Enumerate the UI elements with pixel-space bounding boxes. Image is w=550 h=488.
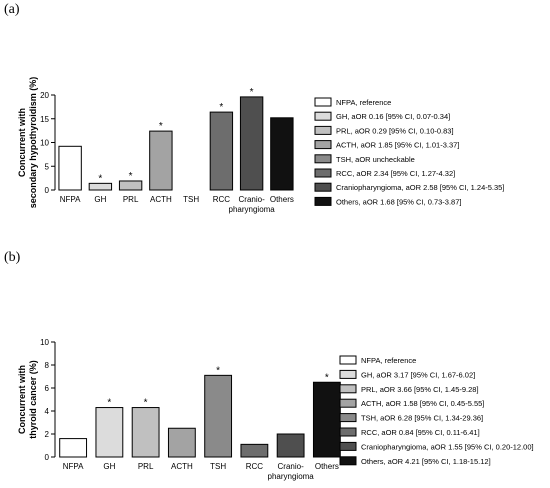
y-tick-label: 0 [45, 453, 50, 462]
category-label: GH [103, 462, 115, 471]
bar-1 [88, 182, 113, 191]
significance-star: * [216, 365, 220, 376]
significance-star: * [325, 372, 329, 383]
category-label: ACTH [150, 195, 172, 204]
bar-2 [118, 180, 143, 191]
y-axis-label: secondary hypothyroidism (%) [28, 77, 38, 209]
legend-entry: PRL, aOR 3.66 [95% CI, 1.45-9.28] [361, 385, 479, 394]
legend-swatch-1 [339, 369, 357, 379]
bar-2 [131, 407, 160, 458]
y-tick-label: 6 [45, 384, 50, 393]
legend-swatch-1 [314, 111, 332, 121]
y-tick-label: 10 [40, 139, 49, 148]
legend-swatch-2 [314, 125, 332, 135]
significance-star: * [144, 398, 148, 409]
y-axis-label: Concurrent with [17, 365, 27, 434]
y-tick-label: 10 [40, 338, 49, 347]
legend-swatch-3 [314, 140, 332, 150]
bar-5 [240, 443, 269, 458]
legend-swatch-6 [339, 441, 357, 451]
category-label: TSH [183, 195, 199, 204]
legend-swatch-5 [314, 168, 332, 178]
legend-swatch-4 [314, 154, 332, 164]
bar-5 [209, 111, 234, 191]
category-label: RCC [246, 462, 264, 471]
legend-swatch-5 [339, 427, 357, 437]
bar-7 [270, 117, 294, 191]
significance-star: * [219, 102, 223, 113]
legend-entry: GH, aOR 3.17 [95% CI, 1.67-6.02] [361, 370, 475, 379]
significance-star: * [129, 171, 133, 182]
legend-entry: PRL, aOR 0.29 [95% CI, 0.10-0.83] [336, 126, 454, 135]
category-label: Others [315, 462, 339, 471]
chart-panel-b: 0 2 4 6 8 10 Concurrent with thyroid cancer (%)… [17, 338, 534, 481]
legend-swatch-7 [314, 196, 332, 206]
legend-swatch-2 [339, 384, 357, 394]
legend-entry: ACTH, aOR 1.85 [95% CI, 1.01-3.37] [336, 141, 459, 150]
legend-swatch-7 [339, 456, 357, 466]
y-tick-label: 5 [45, 162, 50, 171]
bar-6 [239, 96, 264, 191]
category-label: TSH [210, 462, 226, 471]
legend-swatch-3 [339, 398, 357, 408]
significance-star: * [159, 121, 163, 132]
y-axis-label: Concurrent with [17, 108, 27, 177]
legend-entry: GH, aOR 0.16 [95% CI, 0.07-0.34] [336, 112, 450, 121]
y-tick-label: 20 [40, 91, 49, 100]
bar-0 [58, 145, 82, 191]
chart-panel-a: 0 5 10 15 20 Concurrent with secondary hypothy… [17, 77, 504, 214]
category-label: Cranio-pharyngioma [268, 462, 315, 481]
category-label: RCC [213, 195, 231, 204]
y-tick-label: 2 [45, 430, 50, 439]
bar-7 [312, 381, 341, 458]
bar-3 [149, 130, 173, 191]
category-label: GH [94, 195, 106, 204]
legend-entry: NFPA, reference [361, 356, 416, 365]
category-label: ACTH [171, 462, 193, 471]
y-tick-label: 0 [45, 186, 50, 195]
legend-entry: RCC, aOR 0.84 [95% CI, 0.11-6.41] [361, 428, 480, 437]
category-label: PRL [138, 462, 154, 471]
significance-star: * [107, 398, 111, 409]
category-label: Others [270, 195, 294, 204]
category-label: NFPA [63, 462, 84, 471]
category-label: PRL [123, 195, 139, 204]
legend-entry: RCC, aOR 2.34 [95% CI, 1.27-4.32] [336, 169, 455, 178]
legend-entry: TSH, aOR uncheckable [336, 155, 415, 164]
category-label: Cranio-pharyngioma [229, 195, 276, 214]
y-tick-label: 15 [40, 115, 49, 124]
legend-entry: Craniopharyngioma, aOR 1.55 [95% CI, 0.2… [361, 442, 534, 451]
y-axis-label: thyroid cancer (%) [28, 360, 38, 439]
category-label: NFPA [60, 195, 81, 204]
panel-b-label: (b) [4, 250, 21, 265]
significance-star: * [98, 173, 102, 184]
bar-6 [276, 433, 305, 458]
bar-3 [167, 427, 196, 458]
legend-swatch-6 [314, 182, 332, 192]
legend-entry: TSH, aOR 6.28 [95% CI, 1.34-29.36] [361, 414, 483, 423]
significance-star: * [250, 87, 254, 98]
bar-1 [95, 407, 124, 458]
legend-swatch-4 [339, 413, 357, 423]
panel-a-label: (a) [4, 2, 20, 17]
legend-swatch-0 [314, 97, 332, 107]
legend-entry: NFPA, reference [336, 98, 391, 107]
legend-swatch-0 [339, 355, 357, 365]
legend-entry: Craniopharyngioma, aOR 2.58 [95% CI, 1.2… [336, 183, 504, 192]
legend-entry: Others, aOR 1.68 [95% CI, 0.73-3.87] [336, 197, 461, 206]
bar-0 [59, 438, 88, 458]
legend-entry: ACTH, aOR 1.58 [95% CI, 0.45-5.55] [361, 399, 484, 408]
y-tick-label: 8 [45, 361, 50, 370]
legend-entry: Others, aOR 4.21 [95% CI, 1.18-15.12] [361, 457, 491, 466]
y-tick-label: 4 [45, 407, 50, 416]
bar-4 [204, 374, 233, 458]
